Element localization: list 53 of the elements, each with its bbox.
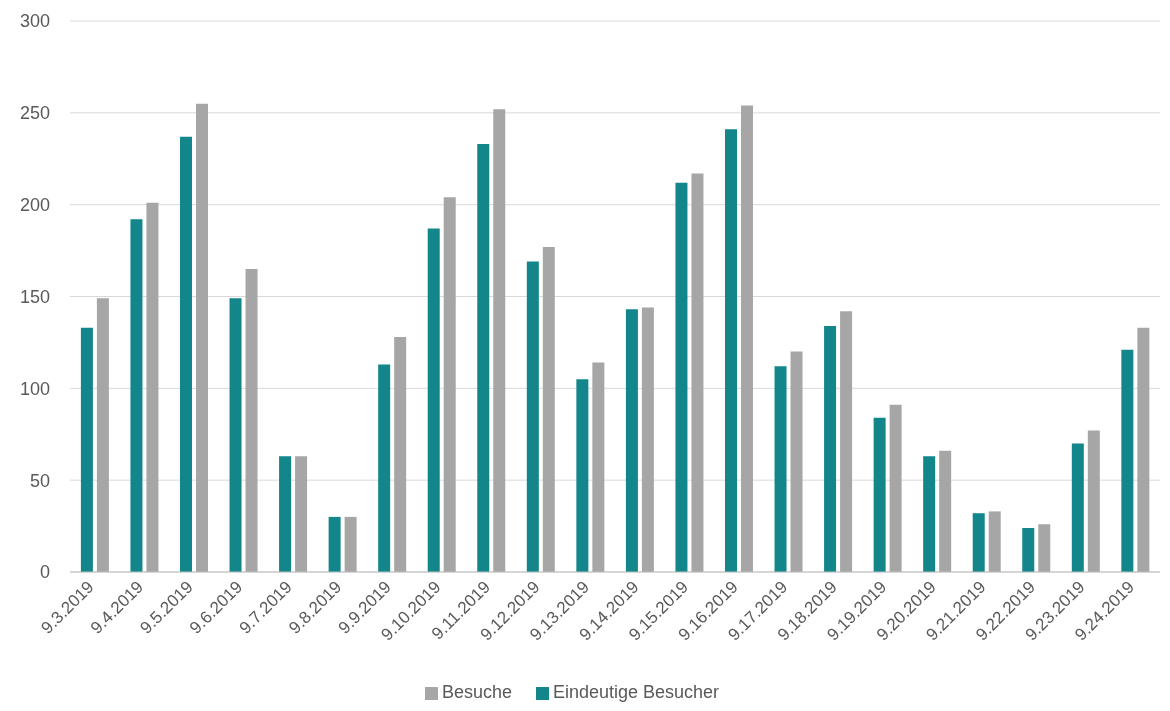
bar [1087,430,1100,572]
y-tick-label: 250 [19,103,50,124]
legend-label: Besuche [441,682,512,702]
bar [724,129,737,572]
y-tick-label: 300 [19,11,50,32]
bar [526,261,539,572]
bar [378,364,391,572]
bar [493,109,506,572]
bar [840,311,853,572]
bar [1121,349,1134,572]
bar [344,516,357,572]
bar [80,327,93,572]
bar [195,103,208,572]
bar [675,182,688,572]
bar [625,309,638,572]
y-tick-label: 100 [19,378,50,399]
bar [1071,443,1084,572]
bar [427,228,440,572]
bar [988,511,1001,572]
bar [328,516,341,572]
bar [146,202,159,572]
bar [295,456,308,572]
bar [774,366,787,572]
y-tick-label: 0 [39,562,50,583]
bar [576,379,589,572]
bar [179,136,192,572]
bar [939,450,952,572]
bar [873,417,886,572]
bar [96,298,109,572]
y-tick-label: 200 [19,195,50,216]
bar [641,307,654,572]
bar [740,105,753,572]
bar [1022,527,1035,572]
bar [972,513,985,572]
bar [477,144,490,572]
bar [229,298,242,572]
bar [691,173,704,572]
bar [279,456,292,572]
bar [1038,524,1051,572]
bar [923,456,936,572]
bar [824,325,837,572]
bar [245,268,258,572]
y-tick-label: 150 [19,286,50,307]
y-tick-label: 50 [29,470,50,491]
bar [443,197,456,572]
bar [542,246,555,572]
bar [1137,327,1150,572]
legend-label: Eindeutige Besucher [552,682,720,702]
bar [889,404,902,572]
bar [394,336,407,572]
bar [130,219,143,572]
bar [592,362,605,572]
bar [790,351,803,572]
